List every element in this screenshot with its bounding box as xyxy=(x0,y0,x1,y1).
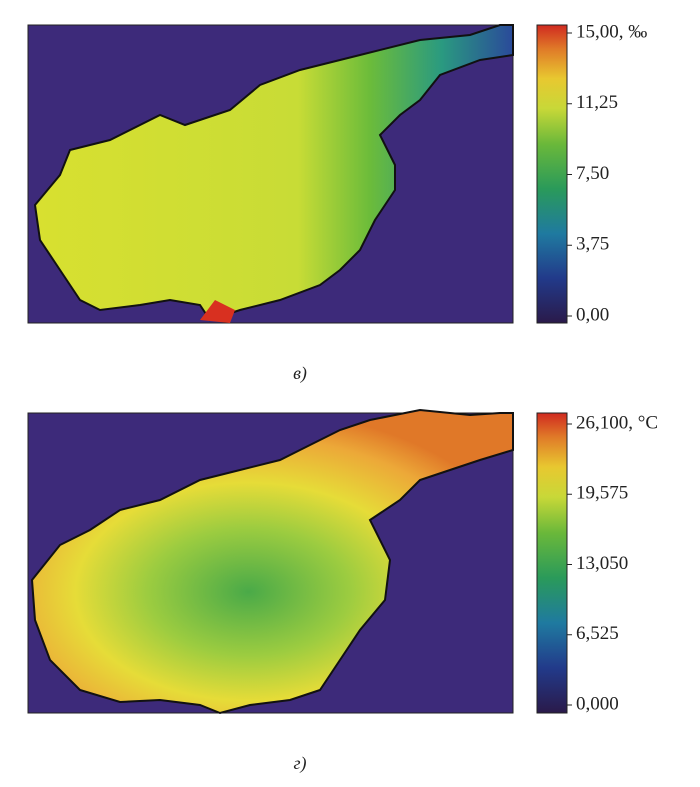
tick-label: 7,50 xyxy=(576,163,609,184)
tick-label: 13,050 xyxy=(576,553,628,574)
panel-label: г) xyxy=(293,753,306,774)
tick-label: 0,00 xyxy=(576,304,609,325)
panel-label: в) xyxy=(293,363,307,384)
tick-label: 19,575 xyxy=(576,483,628,504)
colorbar xyxy=(536,412,568,714)
tick-label: 0,000 xyxy=(576,693,619,714)
tick-label: 26,100, °C xyxy=(576,412,658,433)
salinity-map xyxy=(27,24,514,324)
temperature-map xyxy=(27,408,514,715)
tick-label: 11,25 xyxy=(576,92,618,113)
colorbar xyxy=(536,24,568,324)
tick-label: 6,525 xyxy=(576,623,619,644)
tick-label: 15,00, ‰ xyxy=(576,21,647,42)
tick-label: 3,75 xyxy=(576,234,609,255)
